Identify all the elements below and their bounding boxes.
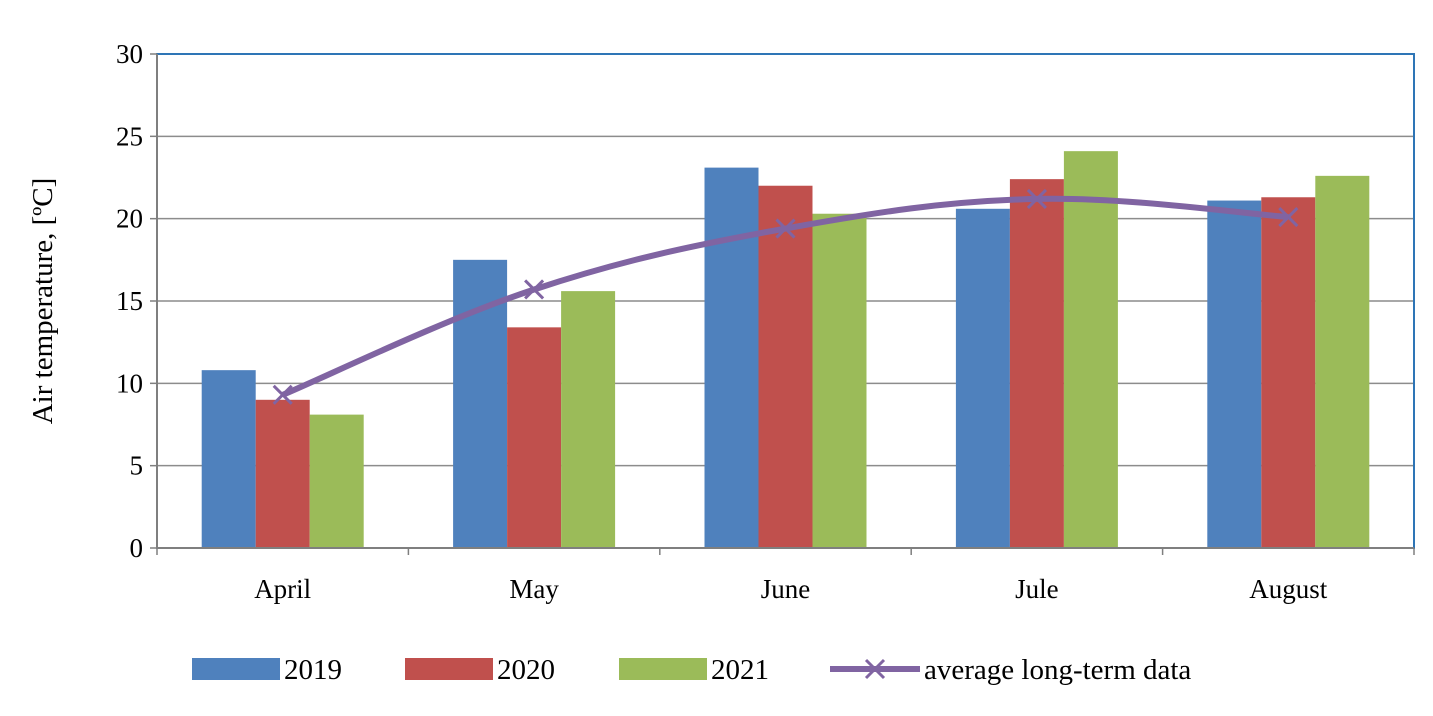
y-tick-label: 5	[130, 451, 144, 481]
legend-item-average long-term data: average long-term data	[830, 654, 1191, 686]
legend-swatch	[619, 658, 707, 680]
average-line-marker	[1278, 206, 1299, 228]
x-tick-label: May	[509, 574, 559, 604]
bar-2020-Jule	[1009, 179, 1064, 548]
axes	[150, 53, 1415, 555]
legend-label: 2020	[497, 654, 555, 686]
legend-label: 2021	[711, 654, 769, 686]
bar-2021-Jule	[1063, 151, 1118, 549]
bars	[201, 151, 1370, 549]
average-line-layer	[272, 188, 1299, 405]
legend-label: 2019	[284, 654, 342, 686]
legend-item-2020: 2020	[405, 654, 555, 686]
x-tick-label: August	[1249, 574, 1328, 604]
bar-2019-Jule	[955, 208, 1010, 548]
x-tick-label: Jule	[1015, 574, 1059, 604]
y-tick-label: 0	[130, 533, 144, 563]
legend: 2019 2020 2021 average long-term data	[192, 654, 1191, 686]
bar-2021-April	[309, 414, 364, 548]
legend-item-2019: 2019	[192, 654, 342, 686]
bar-2020-April	[255, 399, 310, 548]
tick-labels: 0 5 10 15 20 25 30 April May June Jule August	[116, 39, 1328, 604]
bar-2020-May	[507, 327, 562, 548]
bar-2021-May	[561, 291, 616, 548]
average-line-marker	[775, 218, 796, 239]
legend-swatch	[192, 658, 280, 680]
y-tick-label: 30	[116, 39, 143, 69]
y-tick-label: 25	[116, 121, 143, 151]
average-line-marker	[272, 384, 293, 405]
bar-2020-June	[758, 185, 813, 548]
y-tick-label: 20	[116, 204, 143, 234]
legend-swatch	[405, 658, 493, 680]
x-tick-label: April	[254, 574, 311, 604]
y-tick-label: 15	[116, 286, 143, 316]
bar-2021-August	[1315, 175, 1370, 548]
x-tick-label: June	[761, 574, 811, 604]
bar-2021-June	[812, 213, 867, 548]
bar-2019-April	[201, 370, 256, 548]
bar-2019-August	[1207, 200, 1262, 548]
average-line-marker	[1026, 188, 1047, 209]
bar-2019-June	[704, 167, 759, 548]
bar-2020-August	[1261, 197, 1316, 548]
y-axis-title: Air temperature, [ºC]	[27, 178, 59, 425]
legend-item-2021: 2021	[619, 654, 769, 686]
y-tick-label: 10	[116, 368, 143, 398]
legend-label: average long-term data	[924, 654, 1191, 686]
average-line-marker	[524, 279, 545, 300]
